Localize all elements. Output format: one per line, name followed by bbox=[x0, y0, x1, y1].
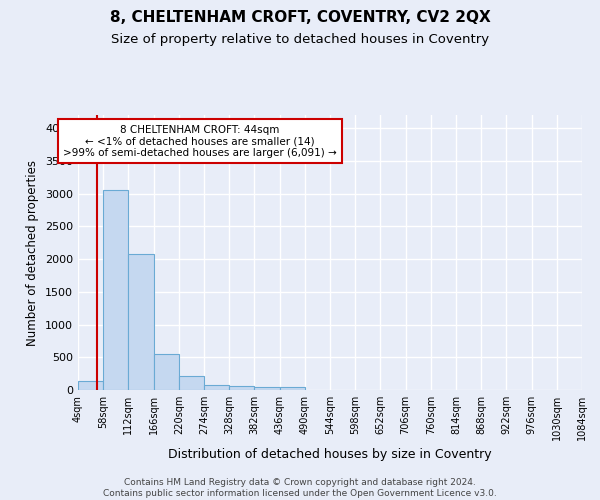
Text: Size of property relative to detached houses in Coventry: Size of property relative to detached ho… bbox=[111, 32, 489, 46]
Bar bbox=[280, 386, 305, 390]
Y-axis label: Number of detached properties: Number of detached properties bbox=[26, 160, 40, 346]
Bar bbox=[78, 381, 103, 390]
Text: 8 CHELTENHAM CROFT: 44sqm
← <1% of detached houses are smaller (14)
>99% of semi: 8 CHELTENHAM CROFT: 44sqm ← <1% of detac… bbox=[63, 124, 337, 158]
Bar bbox=[229, 386, 254, 390]
Bar bbox=[179, 376, 204, 390]
Bar bbox=[254, 387, 280, 390]
Bar bbox=[103, 190, 128, 390]
Bar bbox=[128, 254, 154, 390]
Bar bbox=[154, 354, 179, 390]
Text: Contains HM Land Registry data © Crown copyright and database right 2024.
Contai: Contains HM Land Registry data © Crown c… bbox=[103, 478, 497, 498]
Text: 8, CHELTENHAM CROFT, COVENTRY, CV2 2QX: 8, CHELTENHAM CROFT, COVENTRY, CV2 2QX bbox=[110, 10, 490, 25]
X-axis label: Distribution of detached houses by size in Coventry: Distribution of detached houses by size … bbox=[168, 448, 492, 462]
Bar bbox=[204, 385, 229, 390]
